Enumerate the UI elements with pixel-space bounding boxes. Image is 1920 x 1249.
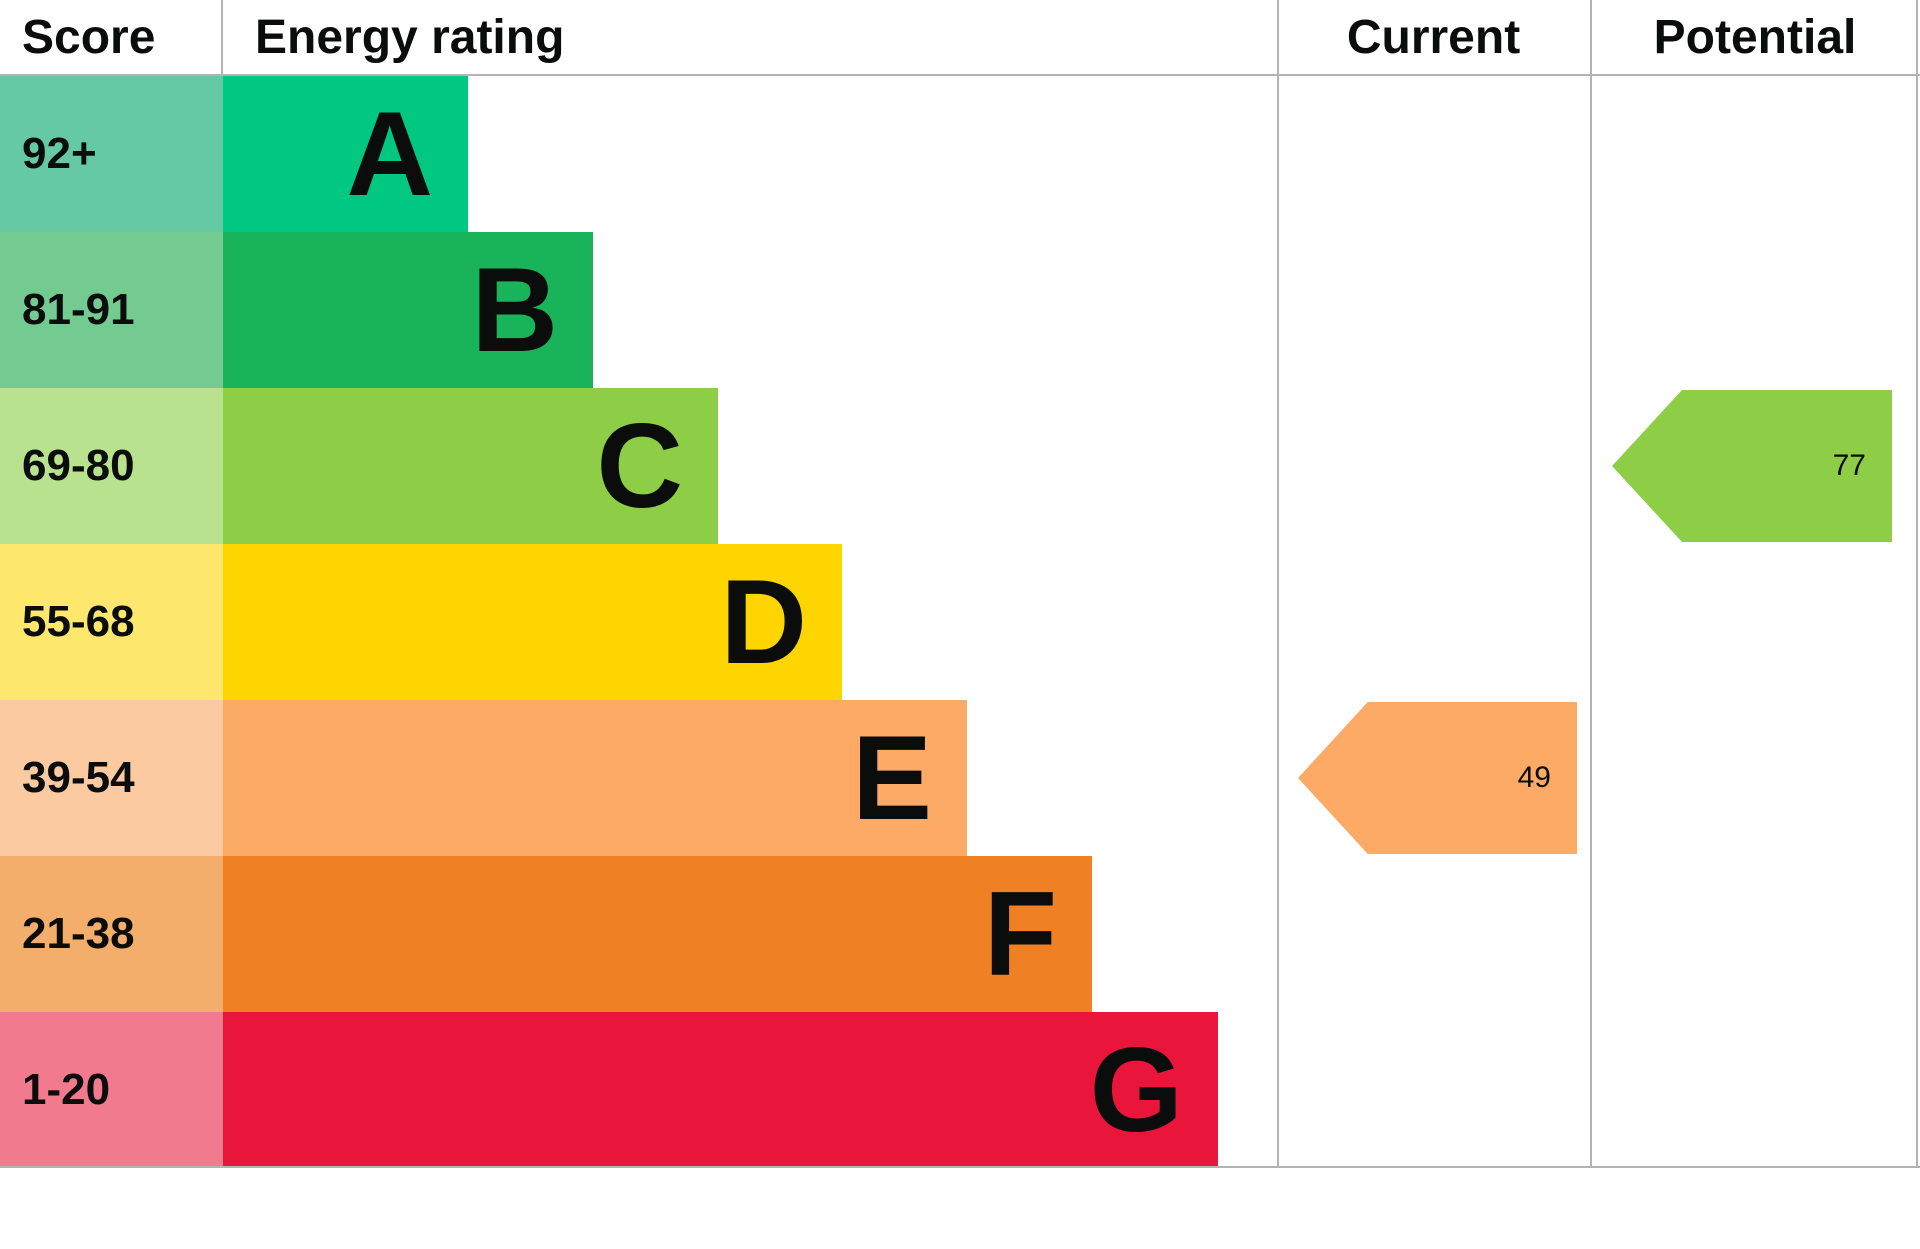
score-range-a: 92+ [0,76,223,232]
band-letter-g: G [1089,1023,1183,1157]
current-rating-arrow: 49 [1298,702,1577,854]
band-letter-f: F [983,867,1057,1001]
band-row-g: 1-20 G [0,1012,1277,1168]
band-letter-e: E [851,711,932,845]
rating-bar-c: C [223,388,718,544]
chart-bottom-border [0,1166,1920,1168]
rating-bar-a: A [223,76,468,232]
score-rating-divider [221,0,223,74]
score-range-b: 81-91 [0,232,223,388]
current-column-divider [1277,0,1279,1168]
header-current: Current [1346,10,1521,64]
band-row-e: 39-54 E [0,700,1277,856]
band-letter-a: A [346,87,433,221]
rating-bands: 92+ A 81-91 B 69-80 C 55-68 D 39-54 [0,76,1277,1168]
score-range-g: 1-20 [0,1012,223,1168]
band-row-f: 21-38 F [0,856,1277,1012]
score-range-d: 55-68 [0,544,223,700]
rating-bar-d: D [223,544,842,700]
band-row-b: 81-91 B [0,232,1277,388]
rating-bar-g: G [223,1012,1218,1168]
band-letter-b: B [471,243,558,377]
header-bottom-border [0,74,1920,76]
rating-bar-f: F [223,856,1092,1012]
right-edge-border [1916,0,1918,1168]
header-score: Score [22,10,156,64]
potential-rating-arrow: 77 [1612,390,1892,542]
header-energy-rating: Energy rating [255,10,565,64]
score-range-c: 69-80 [0,388,223,544]
potential-column-divider [1590,0,1592,1168]
header-potential: Potential [1653,10,1857,64]
rating-bar-b: B [223,232,593,388]
chart-header: Score Energy rating Current Potential [0,0,1920,74]
score-range-e: 39-54 [0,700,223,856]
band-letter-c: C [596,399,683,533]
band-row-d: 55-68 D [0,544,1277,700]
current-rating-value: 49 [1517,761,1551,794]
potential-rating-value: 77 [1832,449,1866,482]
score-range-f: 21-38 [0,856,223,1012]
band-row-c: 69-80 C [0,388,1277,544]
rating-bar-e: E [223,700,967,856]
band-row-a: 92+ A [0,76,1277,232]
band-letter-d: D [720,555,807,689]
